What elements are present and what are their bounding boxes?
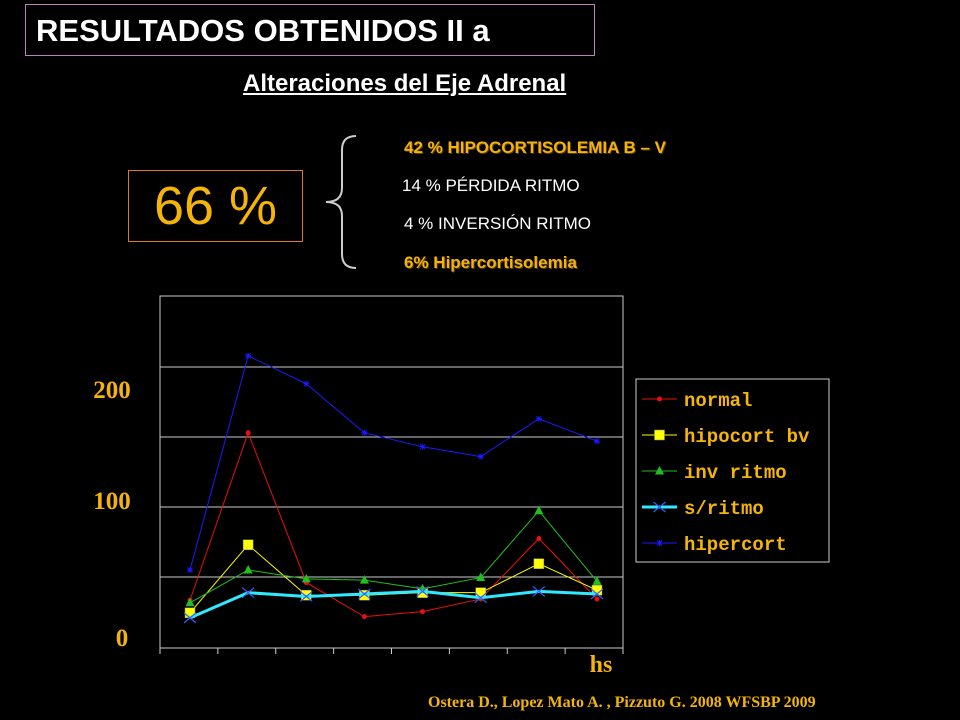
data-point-hipercort-7 <box>535 415 542 422</box>
data-point-hipercort-4 <box>361 429 368 436</box>
data-point-s-ritmo-8 <box>590 588 604 600</box>
data-point-inv-ritmo-7 <box>534 505 544 515</box>
data-point-s-ritmo-5 <box>416 585 429 597</box>
total-percent: 66 % <box>153 176 278 236</box>
data-point-hipercort-3 <box>303 380 310 387</box>
legend-label-s-ritmo: s/ritmo <box>684 498 764 520</box>
breakdown-item-hipercortisolemia: 6% Hipercortisolemia <box>404 253 577 272</box>
y-tick-label-200: 200 <box>93 377 131 404</box>
series-line-normal <box>189 431 598 618</box>
legend-marker-1 <box>654 429 665 441</box>
data-point-hipocort-bv-7 <box>533 558 545 569</box>
breakdown-item-inversion-ritmo: 4 % INVERSIÓN RITMO <box>404 214 592 233</box>
data-point-inv-ritmo-2 <box>243 565 253 574</box>
legend-marker-3 <box>653 501 666 513</box>
citation: Ostera D., Lopez Mato A. , Pizzuto G. 20… <box>428 694 816 711</box>
data-point-normal-4 <box>361 614 367 620</box>
data-point-s-ritmo-4 <box>358 588 371 600</box>
data-point-hipocort-bv-2 <box>242 539 254 551</box>
y-tick-label-100: 100 <box>93 488 131 515</box>
data-point-s-ritmo-6 <box>474 592 488 604</box>
data-point-hipercort-5 <box>419 443 426 450</box>
breakdown-item-hipocortisolemia: 42 % HIPOCORTISOLEMIA B – V <box>404 138 666 157</box>
data-point-s-ritmo-2 <box>241 587 255 599</box>
data-point-hipercort-2 <box>245 352 252 359</box>
x-axis-label: hs <box>590 652 613 678</box>
slide-title: RESULTADOS OBTENIDOS II a <box>36 13 490 48</box>
legend-marker-4 <box>656 540 663 546</box>
total-percent-box: 66 % <box>128 170 303 242</box>
legend-marker-0 <box>657 396 662 402</box>
data-point-inv-ritmo-8 <box>592 576 602 585</box>
data-point-s-ritmo-7 <box>532 585 546 597</box>
series-line-s-ritmo <box>189 589 598 620</box>
data-point-inv-ritmo-1 <box>185 597 195 607</box>
title-box: RESULTADOS OBTENIDOS II a <box>25 4 595 56</box>
data-point-hipercort-6 <box>477 453 484 460</box>
data-point-normal-2 <box>245 430 251 436</box>
series-line-hipercort <box>189 355 598 571</box>
data-point-normal-8 <box>594 596 600 602</box>
data-point-inv-ritmo-4 <box>359 575 369 584</box>
series-line-inv-ritmo <box>189 510 598 604</box>
data-point-s-ritmo-3 <box>299 590 313 602</box>
legend-label-normal: normal <box>684 390 752 412</box>
data-point-inv-ritmo-6 <box>476 572 486 582</box>
legend-label-inv-ritmo: inv ritmo <box>684 462 787 484</box>
data-point-hipercort-8 <box>594 438 600 445</box>
data-point-normal-5 <box>420 609 426 615</box>
legend-label-hipercort: hipercort <box>684 534 787 556</box>
slide-subtitle: Alteraciones del Eje Adrenal <box>243 70 567 97</box>
data-point-normal-7 <box>536 536 542 541</box>
plot-area <box>159 295 624 649</box>
y-tick-label-0: 0 <box>116 625 129 652</box>
data-point-s-ritmo-1 <box>183 612 197 624</box>
breakdown-item-perdida-ritmo: 14 % PÉRDIDA RITMO <box>402 176 580 195</box>
data-point-inv-ritmo-3 <box>301 573 311 583</box>
data-point-hipercort-1 <box>187 567 193 573</box>
legend-label-hipocort-bv: hipocort bv <box>684 426 810 448</box>
curly-brace-icon <box>325 135 357 269</box>
legend-marker-2 <box>655 466 664 475</box>
